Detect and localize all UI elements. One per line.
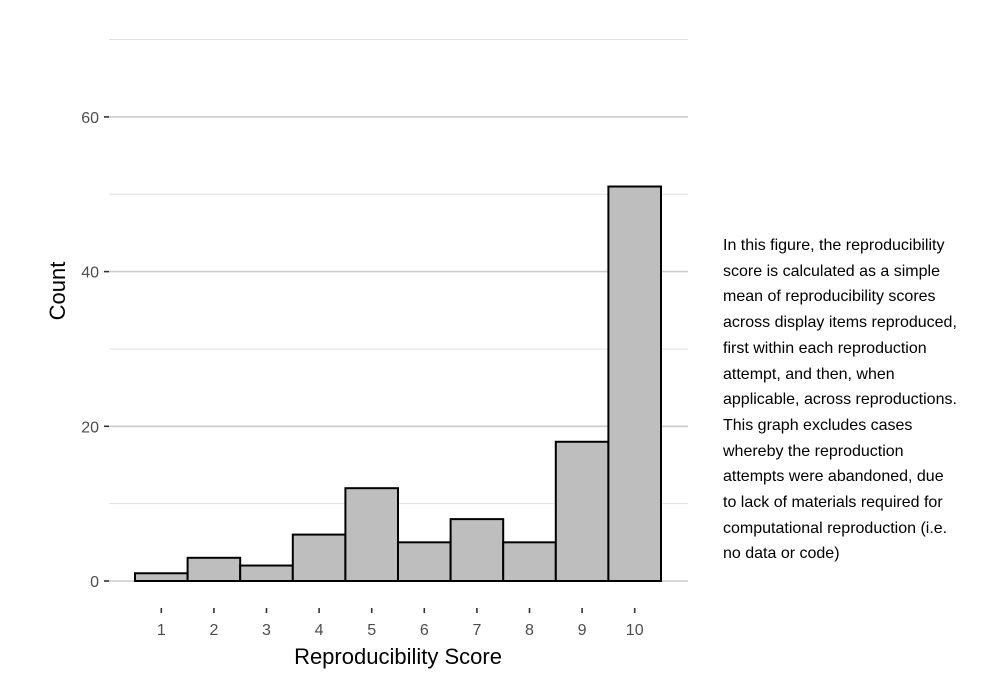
y-tick-label: 20	[81, 419, 99, 436]
bar-5	[344, 487, 399, 582]
x-tick-label: 2	[209, 622, 218, 639]
bar-8	[502, 541, 557, 583]
bar-4	[291, 533, 347, 583]
x-tick-label: 7	[472, 622, 481, 639]
x-tick-label: 9	[578, 622, 587, 639]
y-tick-label: 0	[90, 574, 99, 591]
x-tick-label: 4	[315, 622, 324, 639]
bar-1	[134, 572, 189, 583]
x-tick-label: 10	[626, 622, 644, 639]
bar-7	[449, 518, 505, 582]
x-axis-title: Reproducibility Score	[294, 644, 502, 669]
y-tick-label: 60	[81, 110, 99, 127]
bars	[134, 185, 663, 583]
x-tick-label: 3	[262, 622, 271, 639]
bar-10	[607, 185, 663, 582]
x-tick-label: 6	[420, 622, 429, 639]
figure-caption: In this figure, the reproducibility scor…	[723, 237, 957, 563]
y-axis: 0 20 40 60	[81, 110, 109, 591]
x-tick-label: 5	[367, 622, 376, 639]
x-tick-label: 1	[157, 622, 166, 639]
bar-9	[554, 440, 610, 582]
bar-3	[239, 564, 294, 583]
x-tick-label: 8	[525, 622, 534, 639]
y-tick-label: 40	[81, 265, 99, 282]
bar-6	[397, 541, 452, 583]
bar-2	[186, 556, 242, 582]
y-axis-title: Count	[45, 262, 70, 321]
x-axis: 1 2 3 4 5 6 7 8 9 10	[157, 608, 644, 639]
